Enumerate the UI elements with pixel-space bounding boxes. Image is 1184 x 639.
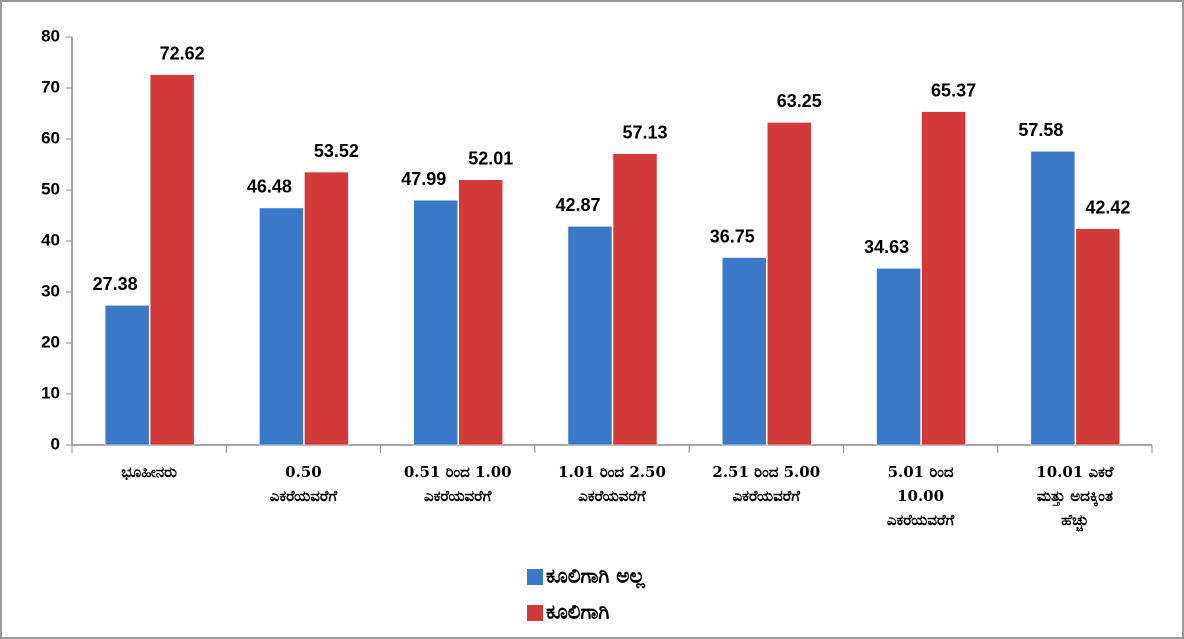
bar: [304, 171, 349, 446]
y-tick-label: 60: [41, 128, 60, 147]
value-label: 47.99: [401, 169, 446, 189]
value-label: 65.37: [931, 80, 976, 100]
value-label: 46.48: [247, 177, 292, 197]
y-tick-label: 20: [41, 332, 60, 351]
legend-swatch: [527, 605, 543, 621]
value-label: 27.38: [93, 274, 138, 294]
y-tick-label: 40: [41, 230, 60, 249]
x-tick-label: 0.51 ರಿಂದ 1.00 ಎಕರೆಯವರೆಗೆ: [404, 463, 512, 505]
value-label: 36.75: [710, 226, 755, 246]
value-label: 63.25: [777, 91, 822, 111]
y-tick-label: 30: [41, 281, 60, 300]
bar: [612, 153, 658, 446]
legend-swatch: [527, 569, 543, 585]
value-label: 42.87: [555, 195, 600, 215]
x-tick-label: ಭೂಹೀನರು: [121, 463, 177, 481]
x-tick-label: 1.01 ರಿಂದ 2.50 ಎಕರೆಯವರೆಗೆ: [558, 463, 666, 505]
value-label: 52.01: [468, 148, 513, 168]
x-tick-label: 0.50 ಎಕರೆಯವರೆಗೆ: [270, 463, 338, 505]
bar: [1030, 151, 1076, 446]
bar: [722, 257, 767, 446]
legend-label: ಕೂಲಿಗಾಗಿ: [546, 600, 609, 624]
bar: [1075, 228, 1121, 446]
bar: [921, 111, 966, 446]
value-label: 53.52: [314, 141, 359, 161]
bar: [259, 207, 304, 446]
bar: [567, 226, 613, 446]
x-tick-label: 10.01 ಎಕರೆ ಮತ್ತು ಅದಕ್ಕಿಂತ ಹೆಚ್ಚು: [1036, 463, 1114, 532]
y-tick-label: 70: [41, 77, 60, 96]
y-tick-label: 10: [41, 383, 60, 402]
value-label: 34.63: [864, 237, 909, 257]
x-tick-label: 2.51 ರಿಂದ 5.00 ಎಕರೆಯವರೆಗೆ: [712, 463, 820, 505]
y-tick-label: 80: [41, 26, 60, 45]
y-tick-label: 0: [51, 434, 60, 453]
value-label: 57.58: [1018, 120, 1063, 140]
bar: [458, 179, 503, 446]
bar: [767, 122, 812, 446]
value-label: 72.62: [160, 43, 205, 63]
bar: [413, 200, 458, 446]
bar: [876, 268, 921, 446]
y-tick-label: 50: [41, 179, 60, 198]
bar: [149, 74, 195, 446]
bar: [104, 305, 150, 446]
x-tick-label: 5.01 ರಿಂದ 10.00 ಎಕರೆಯವರೆಗೆ: [887, 463, 955, 529]
value-label: 42.42: [1085, 197, 1130, 217]
value-label: 57.13: [622, 122, 667, 142]
legend-label: ಕೂಲಿಗಾಗಿ ಅಲ್ಲ: [546, 564, 645, 590]
